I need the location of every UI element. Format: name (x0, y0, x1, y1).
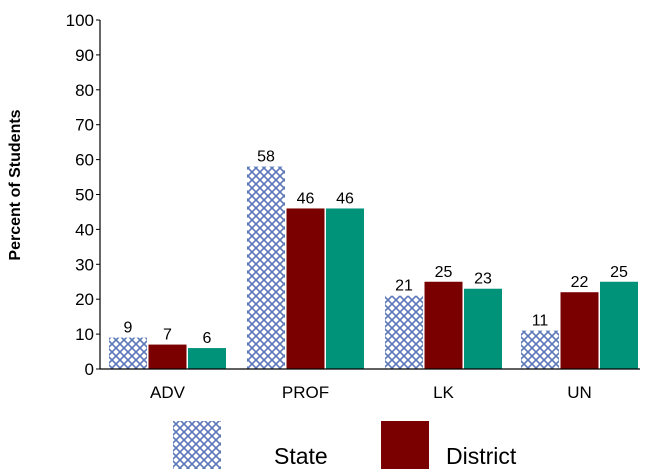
y-tick-label: 80 (75, 81, 94, 100)
category-label: UN (567, 383, 592, 402)
bar-state-un (521, 330, 559, 369)
data-label: 21 (395, 278, 413, 295)
category-label: PROF (282, 383, 329, 402)
bar-series-3-un (600, 281, 638, 369)
category-label: LK (433, 383, 454, 402)
data-label: 22 (571, 274, 589, 291)
legend-label-district: District (446, 443, 517, 469)
data-label: 58 (257, 149, 275, 166)
bar-district-prof (286, 208, 325, 369)
y-tick-label: 20 (75, 290, 94, 309)
bar-state-lk (385, 295, 423, 369)
bar-district-lk (424, 281, 463, 369)
data-label: 11 (532, 313, 549, 330)
y-tick-label: 10 (75, 325, 94, 344)
data-label: 6 (203, 330, 212, 347)
y-axis-label: Percent of Students (7, 109, 24, 260)
bar-district-adv (148, 344, 187, 369)
data-label: 23 (474, 271, 492, 288)
bar-state-adv (109, 337, 147, 369)
data-label: 25 (610, 264, 628, 281)
data-label: 25 (435, 264, 453, 281)
bars (109, 166, 638, 369)
y-axis-ticks: 0 10 20 30 40 50 60 70 80 90 100 (66, 11, 100, 379)
y-tick-label: 0 (85, 360, 94, 379)
data-label: 9 (124, 320, 133, 337)
y-tick-label: 40 (75, 220, 94, 239)
category-label: ADV (150, 383, 186, 402)
data-label: 46 (336, 190, 354, 207)
y-tick-label: 60 (75, 151, 94, 170)
bar-series-3-lk (464, 288, 502, 369)
data-labels: 9 7 6 58 46 46 21 25 23 11 22 25 (124, 149, 628, 347)
bar-series-3-prof (326, 208, 364, 369)
bar-district-un (560, 292, 599, 369)
bar-state-prof (247, 166, 285, 369)
legend: State District (173, 421, 517, 469)
y-tick-label: 30 (75, 255, 94, 274)
legend-label-state: State (274, 443, 328, 469)
data-label: 46 (297, 190, 315, 207)
y-tick-label: 90 (75, 46, 94, 65)
category-labels: ADV PROF LK UN (150, 383, 592, 402)
data-label: 7 (163, 327, 172, 344)
legend-swatch-state (173, 421, 221, 469)
y-axis-label-group: Percent of Students (7, 109, 24, 260)
y-tick-label: 70 (75, 116, 94, 135)
y-tick-label: 100 (66, 11, 94, 30)
bar-series-3-adv (188, 348, 226, 369)
y-tick-label: 50 (75, 186, 94, 205)
axes (99, 20, 640, 370)
legend-swatch-district (381, 421, 429, 469)
